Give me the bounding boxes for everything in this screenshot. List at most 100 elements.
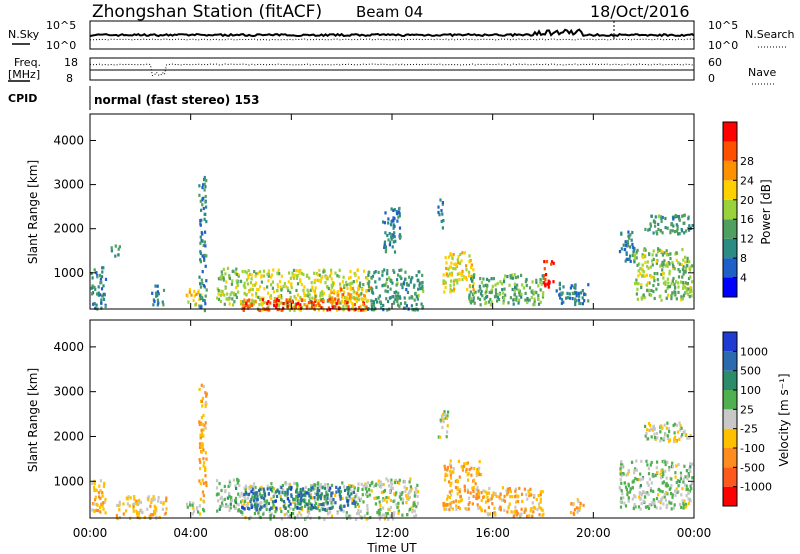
velocity-cell xyxy=(619,470,622,474)
velocity-cell xyxy=(536,507,539,512)
power-cell xyxy=(353,297,356,301)
power-cell xyxy=(291,274,294,278)
power-cell xyxy=(571,291,574,295)
power-cell xyxy=(201,197,204,201)
power-cell xyxy=(259,285,262,289)
power-cell xyxy=(297,305,301,309)
velocity-cell xyxy=(342,509,345,513)
power-cell xyxy=(102,266,105,270)
velocity-cell xyxy=(309,493,313,497)
velocity-cell xyxy=(98,495,101,499)
power-cell xyxy=(305,293,308,297)
power-cell xyxy=(381,284,384,288)
velocity-cell xyxy=(326,496,329,500)
power-cell xyxy=(489,303,492,307)
power-cell xyxy=(285,285,288,289)
velocity-cell xyxy=(668,465,671,470)
velocity-cell xyxy=(691,462,694,466)
power-cell xyxy=(452,283,455,287)
power-cell xyxy=(503,296,506,300)
velocity-cell xyxy=(619,477,622,482)
power-cell xyxy=(437,210,440,214)
power-cell xyxy=(256,287,259,292)
velocity-cell xyxy=(466,488,469,492)
velocity-cell xyxy=(661,475,664,479)
power-cell xyxy=(204,244,207,248)
power-cell xyxy=(203,188,206,192)
velocity-cell xyxy=(219,504,222,508)
power-cell xyxy=(452,253,455,257)
power-cell xyxy=(329,300,332,304)
power-cell xyxy=(415,294,418,299)
power-cell xyxy=(322,268,325,272)
power-cell xyxy=(234,293,237,297)
velocity-cell xyxy=(200,450,203,454)
power-cell xyxy=(363,294,367,298)
power-cell xyxy=(96,292,99,296)
power-cell xyxy=(460,272,464,277)
power-cell xyxy=(388,232,391,236)
velocity-cell xyxy=(118,500,121,504)
power-cell xyxy=(254,274,257,278)
velocity-cell xyxy=(255,507,258,512)
power-cell xyxy=(384,211,387,215)
power-cell xyxy=(243,291,246,295)
velocity-cell xyxy=(269,517,272,521)
power-cell xyxy=(352,289,355,293)
velocity-cell xyxy=(670,484,673,488)
power-cell xyxy=(411,296,414,300)
velocity-cell xyxy=(314,506,317,510)
power-cell xyxy=(533,297,536,301)
power-cell xyxy=(152,303,155,307)
power-cell xyxy=(331,296,334,300)
power-cell xyxy=(247,274,250,278)
velocity-cell xyxy=(316,489,319,493)
power-cell xyxy=(399,235,402,239)
velocity-cell xyxy=(201,478,204,482)
power-cell xyxy=(672,265,675,269)
power-cell xyxy=(161,300,164,304)
power-cell xyxy=(378,300,381,304)
power-cell xyxy=(386,272,389,276)
power-cell xyxy=(473,273,476,277)
velocity-cell xyxy=(392,499,395,503)
velocity-cell xyxy=(93,502,96,506)
velocity-cell xyxy=(248,487,251,491)
velocity-cell xyxy=(135,509,138,513)
power-cell xyxy=(416,297,419,301)
power-cell xyxy=(261,298,264,302)
power-cell xyxy=(276,289,279,293)
velocity-cell xyxy=(323,507,326,512)
velocity-cell xyxy=(265,507,268,511)
velocity-cell xyxy=(376,510,379,515)
velocity-cell xyxy=(529,509,532,513)
velocity-cell xyxy=(99,510,102,514)
velocity-cell xyxy=(444,467,447,471)
velocity-cell xyxy=(352,484,355,488)
power-cell xyxy=(333,289,336,293)
power-cell xyxy=(192,298,195,302)
velocity-cell xyxy=(253,492,256,496)
velocity-cell xyxy=(353,486,356,490)
power-cell xyxy=(330,268,333,272)
velocity-cell xyxy=(253,512,256,516)
power-cell xyxy=(404,270,407,274)
velocity-cell xyxy=(308,491,311,495)
velocity-cell xyxy=(512,514,515,518)
power-cell xyxy=(236,284,239,288)
velocity-cell xyxy=(449,505,453,509)
velocity-cell xyxy=(622,496,625,500)
nsearch-trace xyxy=(89,38,695,41)
power-cell xyxy=(204,194,207,199)
velocity-cell xyxy=(680,473,683,478)
power-cell xyxy=(547,282,550,286)
power-cell xyxy=(676,215,679,219)
velocity-cell xyxy=(204,474,207,478)
velocity-cell xyxy=(494,492,497,496)
velocity-cell xyxy=(668,439,671,443)
power-cell xyxy=(374,280,377,284)
power-cell xyxy=(384,289,387,293)
power-cell xyxy=(294,297,297,301)
colorbar-segment xyxy=(723,370,737,390)
velocity-cell xyxy=(321,486,324,490)
